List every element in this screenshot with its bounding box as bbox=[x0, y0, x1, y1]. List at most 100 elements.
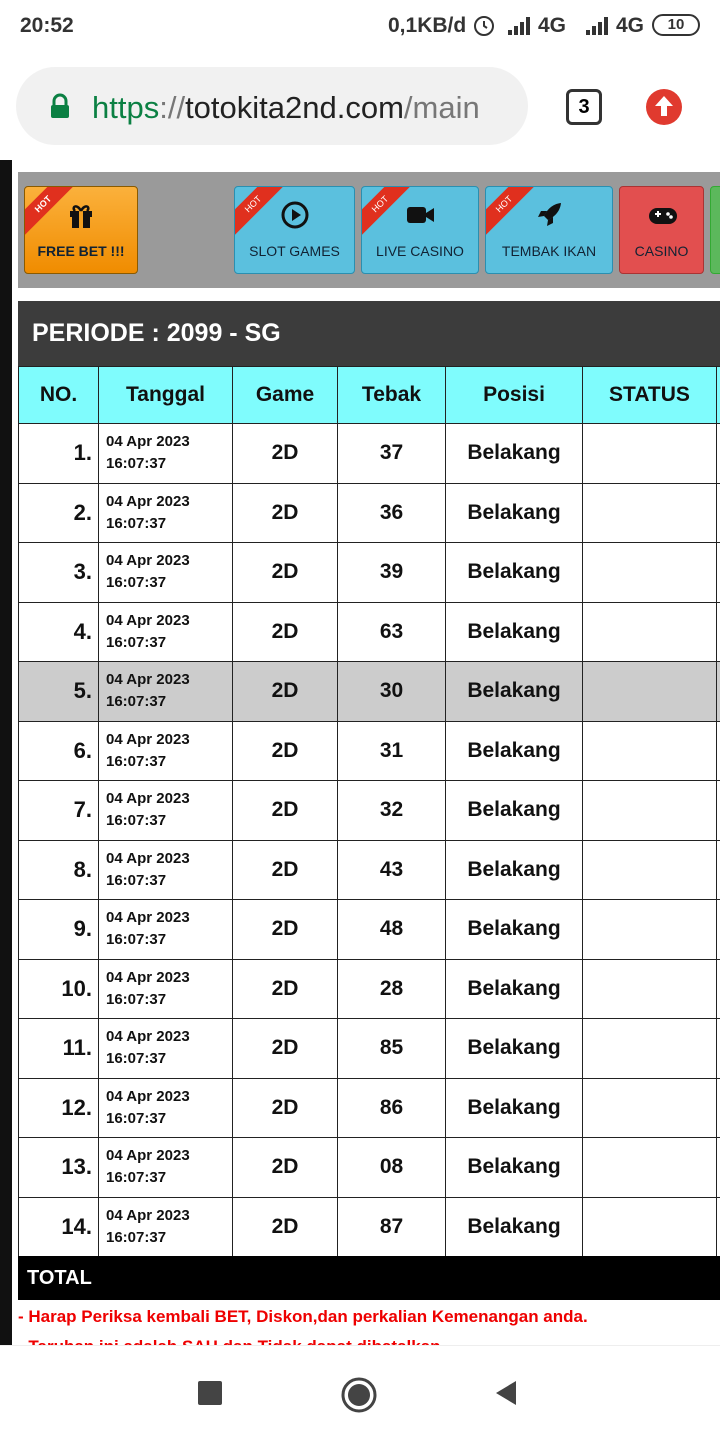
nav-button[interactable]: SLOT GAMES HOT bbox=[234, 186, 355, 274]
row-status bbox=[582, 601, 717, 662]
row-game: 2D bbox=[232, 958, 338, 1019]
row-posisi: Belakang bbox=[445, 542, 583, 603]
nav-button[interactable]: TEMBAK IKAN HOT bbox=[485, 186, 613, 274]
row-number: 5. bbox=[18, 661, 99, 722]
row-date: 04 Apr 2023 bbox=[106, 1206, 190, 1224]
row-datetime: 04 Apr 2023 16:07:37 bbox=[98, 958, 233, 1019]
row-time: 16:07:37 bbox=[106, 752, 167, 770]
row-status bbox=[582, 542, 717, 603]
recents-button[interactable] bbox=[198, 1381, 222, 1405]
row-status bbox=[582, 1137, 717, 1198]
back-button[interactable] bbox=[494, 1380, 518, 1406]
table-row: 8. 04 Apr 2023 16:07:37 2D 43 Belakang bbox=[18, 839, 720, 900]
row-date: 04 Apr 2023 bbox=[106, 790, 190, 808]
nav-icon bbox=[70, 205, 92, 228]
column-header: Tanggal bbox=[98, 366, 233, 424]
row-game: 2D bbox=[232, 1196, 338, 1257]
table-title: PERIODE : 2099 - SG bbox=[18, 301, 720, 366]
row-status bbox=[582, 839, 717, 900]
row-game: 2D bbox=[232, 482, 338, 543]
row-number: 6. bbox=[18, 720, 99, 781]
page-content: PERIODE : 2099 - SG NO. Tanggal Game Tebak P… bbox=[0, 160, 720, 1345]
row-datetime: 04 Apr 2023 16:07:37 bbox=[98, 1077, 233, 1138]
row-datetime: 04 Apr 2023 16:07:37 bbox=[98, 661, 233, 722]
row-time: 16:07:37 bbox=[106, 633, 167, 651]
nav-button[interactable] bbox=[710, 186, 720, 274]
row-extra bbox=[716, 601, 720, 662]
row-datetime: 04 Apr 2023 16:07:37 bbox=[98, 601, 233, 662]
row-number: 1. bbox=[18, 423, 99, 484]
url[interactable]: https://totokita2nd.com/main bbox=[92, 90, 510, 126]
row-status bbox=[582, 423, 717, 484]
total-row: TOTAL bbox=[18, 1256, 720, 1300]
row-number: 7. bbox=[18, 780, 99, 841]
url-separator: :// bbox=[159, 90, 186, 125]
table-row: 11. 04 Apr 2023 16:07:37 2D 85 Belakang bbox=[18, 1018, 720, 1079]
row-tebak: 86 bbox=[337, 1077, 446, 1138]
alarm-icon bbox=[474, 16, 494, 36]
row-date: 04 Apr 2023 bbox=[106, 492, 190, 510]
table-row: 13. 04 Apr 2023 16:07:37 2D 08 Belakang bbox=[18, 1137, 720, 1198]
home-button[interactable] bbox=[340, 1376, 378, 1414]
row-posisi: Belakang bbox=[445, 720, 583, 781]
update-button[interactable] bbox=[645, 88, 683, 126]
row-datetime: 04 Apr 2023 16:07:37 bbox=[98, 720, 233, 781]
row-extra bbox=[716, 720, 720, 781]
nav-button[interactable]: CASINO bbox=[619, 186, 704, 274]
url-path: /main bbox=[403, 90, 480, 125]
row-posisi: Belakang bbox=[445, 958, 583, 1019]
row-game: 2D bbox=[232, 1077, 338, 1138]
row-datetime: 04 Apr 2023 16:07:37 bbox=[98, 1196, 233, 1257]
row-date: 04 Apr 2023 bbox=[106, 849, 190, 867]
row-tebak: 36 bbox=[337, 482, 446, 543]
url-scheme: https bbox=[92, 90, 160, 125]
row-datetime: 04 Apr 2023 16:07:37 bbox=[98, 780, 233, 841]
table-row: 12. 04 Apr 2023 16:07:37 2D 86 Belakang bbox=[18, 1077, 720, 1138]
row-tebak: 63 bbox=[337, 601, 446, 662]
row-datetime: 04 Apr 2023 16:07:37 bbox=[98, 839, 233, 900]
row-game: 2D bbox=[232, 661, 338, 722]
row-tebak: 08 bbox=[337, 1137, 446, 1198]
header-row: NO. Tanggal Game Tebak Posisi STATUS bbox=[18, 366, 720, 424]
row-extra bbox=[716, 780, 720, 841]
tab-count[interactable]: 3 bbox=[566, 89, 602, 125]
row-date: 04 Apr 2023 bbox=[106, 1147, 190, 1165]
lock-icon bbox=[51, 93, 69, 118]
nav-label: CASINO bbox=[634, 243, 689, 259]
column-header: Posisi bbox=[445, 366, 583, 424]
signal-icon bbox=[586, 17, 608, 35]
row-datetime: 04 Apr 2023 16:07:37 bbox=[98, 423, 233, 484]
row-game: 2D bbox=[232, 1137, 338, 1198]
nav-button[interactable]: FREE BET !!! HOT bbox=[24, 186, 138, 274]
row-tebak: 87 bbox=[337, 1196, 446, 1257]
battery: 10 bbox=[652, 14, 700, 36]
signal-icon bbox=[508, 17, 530, 35]
row-status bbox=[582, 780, 717, 841]
hot-badge: HOT bbox=[486, 187, 539, 239]
nav-label: SLOT GAMES bbox=[249, 243, 340, 259]
row-extra bbox=[716, 839, 720, 900]
url-bar[interactable] bbox=[16, 67, 528, 145]
row-datetime: 04 Apr 2023 16:07:37 bbox=[98, 1018, 233, 1079]
bet-table: NO. Tanggal Game Tebak Posisi STATUS 1. 04 Apr… bbox=[18, 366, 720, 1257]
row-posisi: Belakang bbox=[445, 1077, 583, 1138]
row-time: 16:07:37 bbox=[106, 871, 167, 889]
nav-icon bbox=[538, 203, 561, 226]
nav-button[interactable]: LIVE CASINO HOT bbox=[361, 186, 479, 274]
row-tebak: 28 bbox=[337, 958, 446, 1019]
column-header: STATUS bbox=[582, 366, 717, 424]
row-datetime: 04 Apr 2023 16:07:37 bbox=[98, 1137, 233, 1198]
nav-icon bbox=[407, 207, 434, 223]
speed: 0,1KB/d bbox=[388, 14, 467, 37]
row-tebak: 31 bbox=[337, 720, 446, 781]
row-extra bbox=[716, 958, 720, 1019]
row-number: 14. bbox=[18, 1196, 99, 1257]
table-row: 3. 04 Apr 2023 16:07:37 2D 39 Belakang bbox=[18, 542, 720, 603]
row-time: 16:07:37 bbox=[106, 455, 167, 473]
row-posisi: Belakang bbox=[445, 780, 583, 841]
network: 4G bbox=[616, 14, 645, 37]
row-tebak: 43 bbox=[337, 839, 446, 900]
row-posisi: Belakang bbox=[445, 661, 583, 722]
row-status bbox=[582, 720, 717, 781]
